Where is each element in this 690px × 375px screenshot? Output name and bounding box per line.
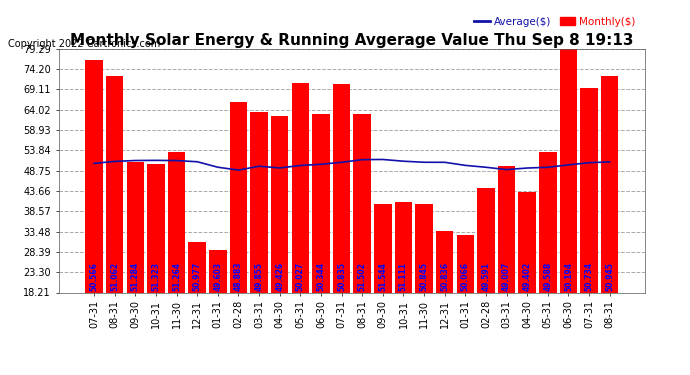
- Text: 49.426: 49.426: [275, 261, 284, 291]
- Text: 51.264: 51.264: [172, 261, 181, 291]
- Bar: [126, 162, 144, 365]
- Text: 51.284: 51.284: [131, 261, 140, 291]
- Text: 50.027: 50.027: [296, 261, 305, 291]
- Bar: [518, 192, 536, 365]
- Bar: [188, 242, 206, 365]
- Title: Monthly Solar Energy & Running Avgerage Value Thu Sep 8 19:13: Monthly Solar Energy & Running Avgerage …: [70, 33, 633, 48]
- Bar: [415, 204, 433, 365]
- Text: 51.544: 51.544: [378, 262, 387, 291]
- Legend: Average($), Monthly($): Average($), Monthly($): [470, 12, 640, 31]
- Bar: [147, 164, 165, 365]
- Bar: [209, 250, 226, 365]
- Text: 51.502: 51.502: [357, 262, 366, 291]
- Text: 50.845: 50.845: [420, 261, 428, 291]
- Bar: [457, 236, 474, 365]
- Text: 49.402: 49.402: [523, 261, 532, 291]
- Text: Copyright 2022 Cartronics.com: Copyright 2022 Cartronics.com: [8, 39, 161, 50]
- Text: 50.566: 50.566: [90, 262, 99, 291]
- Text: 49.855: 49.855: [255, 261, 264, 291]
- Bar: [353, 114, 371, 365]
- Bar: [497, 166, 515, 365]
- Bar: [560, 49, 578, 365]
- Bar: [436, 231, 453, 365]
- Bar: [292, 82, 309, 365]
- Text: 50.344: 50.344: [317, 261, 326, 291]
- Bar: [271, 116, 288, 365]
- Text: 50.836: 50.836: [440, 261, 449, 291]
- Bar: [333, 84, 351, 365]
- Bar: [539, 152, 557, 365]
- Text: 50.945: 50.945: [605, 262, 614, 291]
- Bar: [312, 114, 330, 365]
- Bar: [601, 76, 618, 365]
- Text: 50.977: 50.977: [193, 261, 201, 291]
- Text: 50.734: 50.734: [584, 261, 593, 291]
- Text: 49.007: 49.007: [502, 261, 511, 291]
- Text: 51.111: 51.111: [399, 261, 408, 291]
- Bar: [250, 112, 268, 365]
- Text: 50.066: 50.066: [461, 261, 470, 291]
- Text: 49.588: 49.588: [543, 261, 553, 291]
- Bar: [230, 102, 247, 365]
- Bar: [168, 152, 186, 365]
- Bar: [580, 88, 598, 365]
- Text: 51.323: 51.323: [151, 261, 161, 291]
- Bar: [477, 188, 495, 365]
- Text: 50.194: 50.194: [564, 261, 573, 291]
- Text: 50.835: 50.835: [337, 261, 346, 291]
- Bar: [86, 60, 103, 365]
- Bar: [106, 76, 124, 365]
- Text: 51.062: 51.062: [110, 261, 119, 291]
- Bar: [374, 204, 392, 365]
- Bar: [395, 201, 412, 365]
- Text: 48.883: 48.883: [234, 261, 243, 291]
- Text: 49.591: 49.591: [482, 261, 491, 291]
- Text: 49.603: 49.603: [213, 261, 222, 291]
